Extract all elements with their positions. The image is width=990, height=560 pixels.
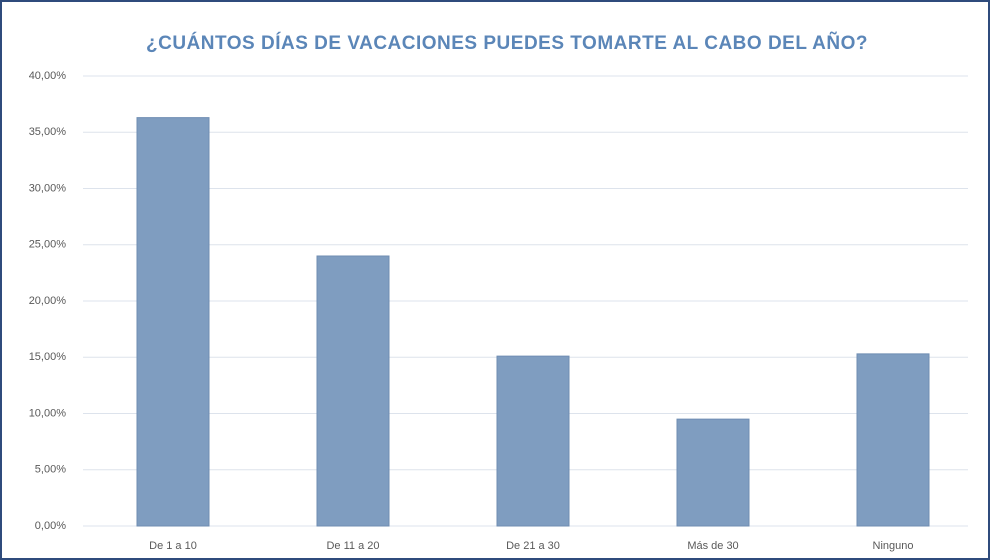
chart-title: ¿CUÁNTOS DÍAS DE VACACIONES PUEDES TOMAR… [146,32,868,54]
x-tick-label: De 11 a 20 [326,540,379,552]
y-tick-label: 10,00% [29,407,67,419]
bar [316,255,390,527]
y-tick-label: 25,00% [29,239,67,251]
y-tick-label: 20,00% [29,295,67,307]
y-tick-label: 35,00% [29,126,67,138]
x-tick-label: De 21 a 30 [506,540,560,552]
x-tick-label: Más de 30 [687,540,738,552]
bar [676,418,750,527]
x-tick-label: Ninguno [873,540,914,552]
y-tick-label: 30,00% [29,182,67,194]
y-tick-label: 0,00% [35,520,66,532]
y-tick-label: 15,00% [29,351,67,363]
x-tick-label: De 1 a 10 [149,540,197,552]
y-tick-label: 40,00% [29,70,67,82]
bar [856,353,930,527]
bar [496,355,570,527]
y-tick-label: 5,00% [35,464,66,476]
bar [136,117,210,527]
